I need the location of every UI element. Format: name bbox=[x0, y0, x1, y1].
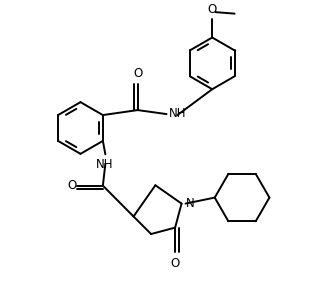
Text: O: O bbox=[133, 67, 142, 80]
Text: O: O bbox=[67, 179, 77, 192]
Text: NH: NH bbox=[96, 158, 113, 171]
Text: N: N bbox=[185, 197, 194, 210]
Text: O: O bbox=[208, 3, 217, 16]
Text: O: O bbox=[171, 257, 180, 270]
Text: NH: NH bbox=[169, 107, 186, 120]
